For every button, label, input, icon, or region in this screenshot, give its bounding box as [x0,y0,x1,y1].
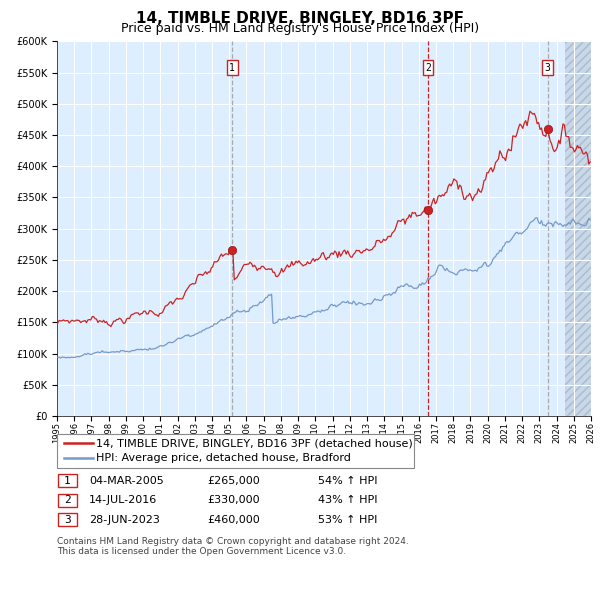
Text: 54% ↑ HPI: 54% ↑ HPI [318,476,377,486]
Text: Price paid vs. HM Land Registry's House Price Index (HPI): Price paid vs. HM Land Registry's House … [121,22,479,35]
Text: 53% ↑ HPI: 53% ↑ HPI [318,515,377,525]
Text: 1: 1 [64,476,71,486]
Bar [565,41,591,416]
Text: 04-MAR-2005: 04-MAR-2005 [89,476,164,486]
Text: 14, TIMBLE DRIVE, BINGLEY, BD16 3PF: 14, TIMBLE DRIVE, BINGLEY, BD16 3PF [136,11,464,25]
Text: 1: 1 [229,63,235,73]
Text: 3: 3 [545,63,551,73]
Text: HPI: Average price, detached house, Bradford: HPI: Average price, detached house, Brad… [96,453,351,463]
Text: This data is licensed under the Open Government Licence v3.0.: This data is licensed under the Open Gov… [57,547,346,556]
Text: Contains HM Land Registry data © Crown copyright and database right 2024.: Contains HM Land Registry data © Crown c… [57,537,409,546]
Text: 2: 2 [64,496,71,505]
Text: 28-JUN-2023: 28-JUN-2023 [89,515,160,525]
Text: 2: 2 [425,63,431,73]
Text: £460,000: £460,000 [207,515,260,525]
Text: 14-JUL-2016: 14-JUL-2016 [89,496,157,505]
Text: 43% ↑ HPI: 43% ↑ HPI [318,496,377,505]
Text: 3: 3 [64,515,71,525]
Text: £330,000: £330,000 [207,496,260,505]
Text: £265,000: £265,000 [207,476,260,486]
Text: 14, TIMBLE DRIVE, BINGLEY, BD16 3PF (detached house): 14, TIMBLE DRIVE, BINGLEY, BD16 3PF (det… [96,438,413,448]
